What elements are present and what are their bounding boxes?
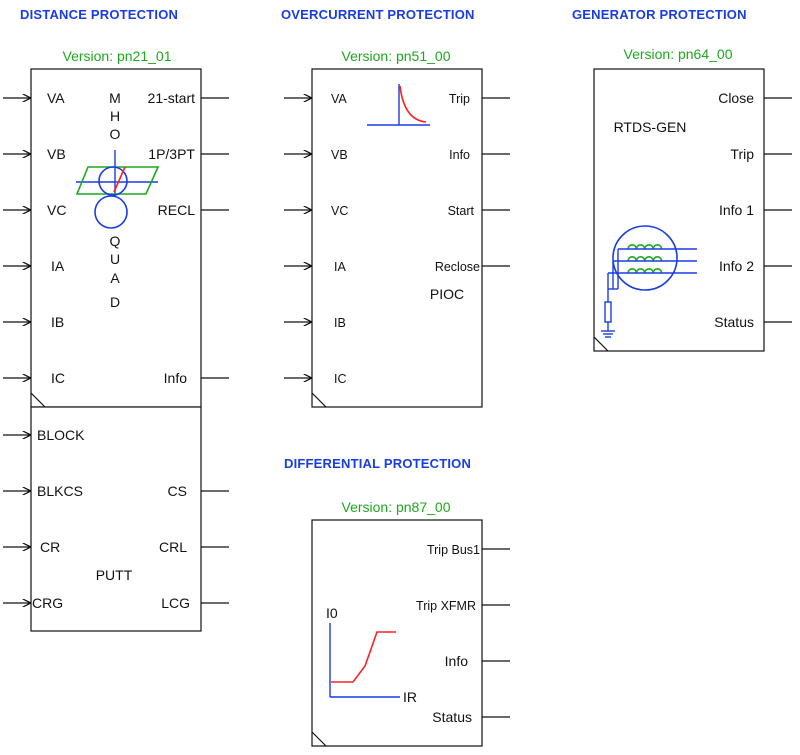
mho-quad-characteristic-icon bbox=[75, 150, 160, 229]
inverse-curve bbox=[399, 85, 427, 123]
overcurrent-protection-block: OVERCURRENT PROTECTION Version: pn51_00 … bbox=[281, 7, 510, 408]
distance-output-label: 21-start bbox=[148, 90, 196, 106]
differential-relay-box[interactable] bbox=[311, 519, 483, 747]
distance-input-label: IA bbox=[51, 258, 65, 274]
differential-outputs: Trip Bus1 Trip XFMR Info Status bbox=[416, 543, 510, 725]
generator-output-label: Info 1 bbox=[719, 202, 754, 218]
differential-output-label: Trip Bus1 bbox=[427, 543, 480, 557]
mho-letter: H bbox=[110, 108, 120, 124]
rtds-gen-label: RTDS-GEN bbox=[614, 119, 687, 135]
distance-input-label: VA bbox=[47, 90, 65, 106]
inverse-time-curve-icon bbox=[367, 84, 430, 126]
putt-input-label: BLOCK bbox=[37, 427, 85, 443]
putt-output-label: CRL bbox=[159, 539, 187, 555]
generator-stator bbox=[612, 225, 678, 291]
differential-output-label: Trip XFMR bbox=[416, 599, 476, 613]
overcurrent-input-label: IA bbox=[334, 260, 346, 274]
generator-relay-box[interactable] bbox=[593, 68, 765, 352]
distance-input-label: VC bbox=[47, 202, 66, 218]
distance-outputs: 21-start 1P/3PT RECL Info bbox=[148, 90, 229, 386]
differential-output-label: Status bbox=[432, 709, 472, 725]
quad-letter: Q bbox=[110, 233, 121, 249]
distance-version: Version: pn21_01 bbox=[63, 48, 172, 64]
overcurrent-input-label: IB bbox=[334, 316, 346, 330]
putt-label: PUTT bbox=[96, 567, 133, 583]
overcurrent-outputs: Trip Info Start Reclose bbox=[435, 92, 510, 274]
putt-input-label: BLKCS bbox=[37, 483, 83, 499]
generator-output-label: Trip bbox=[730, 146, 754, 162]
diff-characteristic-curve bbox=[331, 631, 396, 683]
overcurrent-output-label: Start bbox=[448, 204, 475, 218]
putt-outputs: CS CRL LCG bbox=[159, 483, 229, 611]
overcurrent-input-label: VC bbox=[331, 204, 348, 218]
putt-inputs: BLOCK BLKCS CR CRG bbox=[3, 427, 85, 611]
distance-relay-box[interactable] bbox=[30, 68, 202, 408]
diff-axis-y-label: I0 bbox=[326, 605, 338, 621]
mho-circle bbox=[98, 166, 128, 196]
impedance-line bbox=[113, 166, 126, 193]
differential-title: DIFFERENTIAL PROTECTION bbox=[284, 456, 471, 471]
quad-letter: A bbox=[110, 270, 120, 286]
distance-protection-block: DISTANCE PROTECTION Version: pn21_01 VA … bbox=[3, 7, 229, 632]
putt-input-label: CRG bbox=[32, 595, 63, 611]
overcurrent-version: Version: pn51_00 bbox=[342, 48, 451, 64]
overcurrent-output-label: Info bbox=[449, 148, 470, 162]
overcurrent-inputs: VA VB VC IA IB IC bbox=[284, 92, 348, 386]
distance-corner-mark bbox=[30, 392, 46, 408]
generator-output-label: Info 2 bbox=[719, 258, 754, 274]
mho-letter: O bbox=[110, 126, 121, 142]
quad-characteristic bbox=[75, 166, 160, 195]
generator-protection-block: GENERATOR PROTECTION Version: pn64_00 Cl… bbox=[572, 7, 792, 352]
overcurrent-relay-box[interactable] bbox=[311, 68, 483, 408]
generator-corner-mark bbox=[593, 336, 609, 352]
generator-title: GENERATOR PROTECTION bbox=[572, 7, 747, 22]
putt-input-label: CR bbox=[40, 539, 60, 555]
generator-outputs: Close Trip Info 1 Info 2 Status bbox=[714, 90, 792, 330]
generator-machine-icon bbox=[601, 225, 697, 338]
overcurrent-output-label: Reclose bbox=[435, 260, 480, 274]
generator-output-label: Close bbox=[718, 90, 754, 106]
distance-input-label: IB bbox=[51, 314, 64, 330]
distance-title: DISTANCE PROTECTION bbox=[20, 7, 178, 22]
putt-box[interactable] bbox=[30, 406, 202, 632]
distance-inputs: VA VB VC IA IB IC bbox=[3, 90, 66, 386]
generator-version: Version: pn64_00 bbox=[624, 46, 733, 62]
putt-output-label: CS bbox=[168, 483, 187, 499]
overcurrent-title: OVERCURRENT PROTECTION bbox=[281, 7, 475, 22]
overcurrent-input-label: IC bbox=[334, 372, 347, 386]
quad-letter: D bbox=[110, 294, 120, 310]
differential-output-label: Info bbox=[445, 653, 469, 669]
distance-output-label: 1P/3PT bbox=[148, 146, 195, 162]
putt-output-label: LCG bbox=[161, 595, 190, 611]
distance-output-label: Info bbox=[164, 370, 188, 386]
differential-protection-block: DIFFERENTIAL PROTECTION Version: pn87_00… bbox=[284, 456, 510, 747]
distance-input-label: IC bbox=[51, 370, 65, 386]
overcurrent-output-label: Trip bbox=[449, 92, 470, 106]
diff-axis-x-label: IR bbox=[403, 689, 417, 705]
mho-letters: M H O bbox=[109, 90, 121, 142]
overcurrent-input-label: VB bbox=[331, 148, 348, 162]
differential-characteristic-icon: I0 IR bbox=[326, 605, 417, 705]
generator-output-label: Status bbox=[714, 314, 754, 330]
distance-output-label: RECL bbox=[158, 202, 196, 218]
mho-letter: M bbox=[109, 90, 121, 106]
differential-corner-mark bbox=[311, 731, 327, 747]
mho-circle bbox=[94, 195, 128, 229]
overcurrent-corner-mark bbox=[311, 392, 327, 408]
differential-version: Version: pn87_00 bbox=[342, 499, 451, 515]
quad-letters: Q U A D bbox=[110, 233, 121, 310]
distance-input-label: VB bbox=[47, 146, 66, 162]
pioc-label: PIOC bbox=[430, 286, 464, 302]
quad-letter: U bbox=[110, 251, 120, 267]
overcurrent-input-label: VA bbox=[331, 92, 347, 106]
